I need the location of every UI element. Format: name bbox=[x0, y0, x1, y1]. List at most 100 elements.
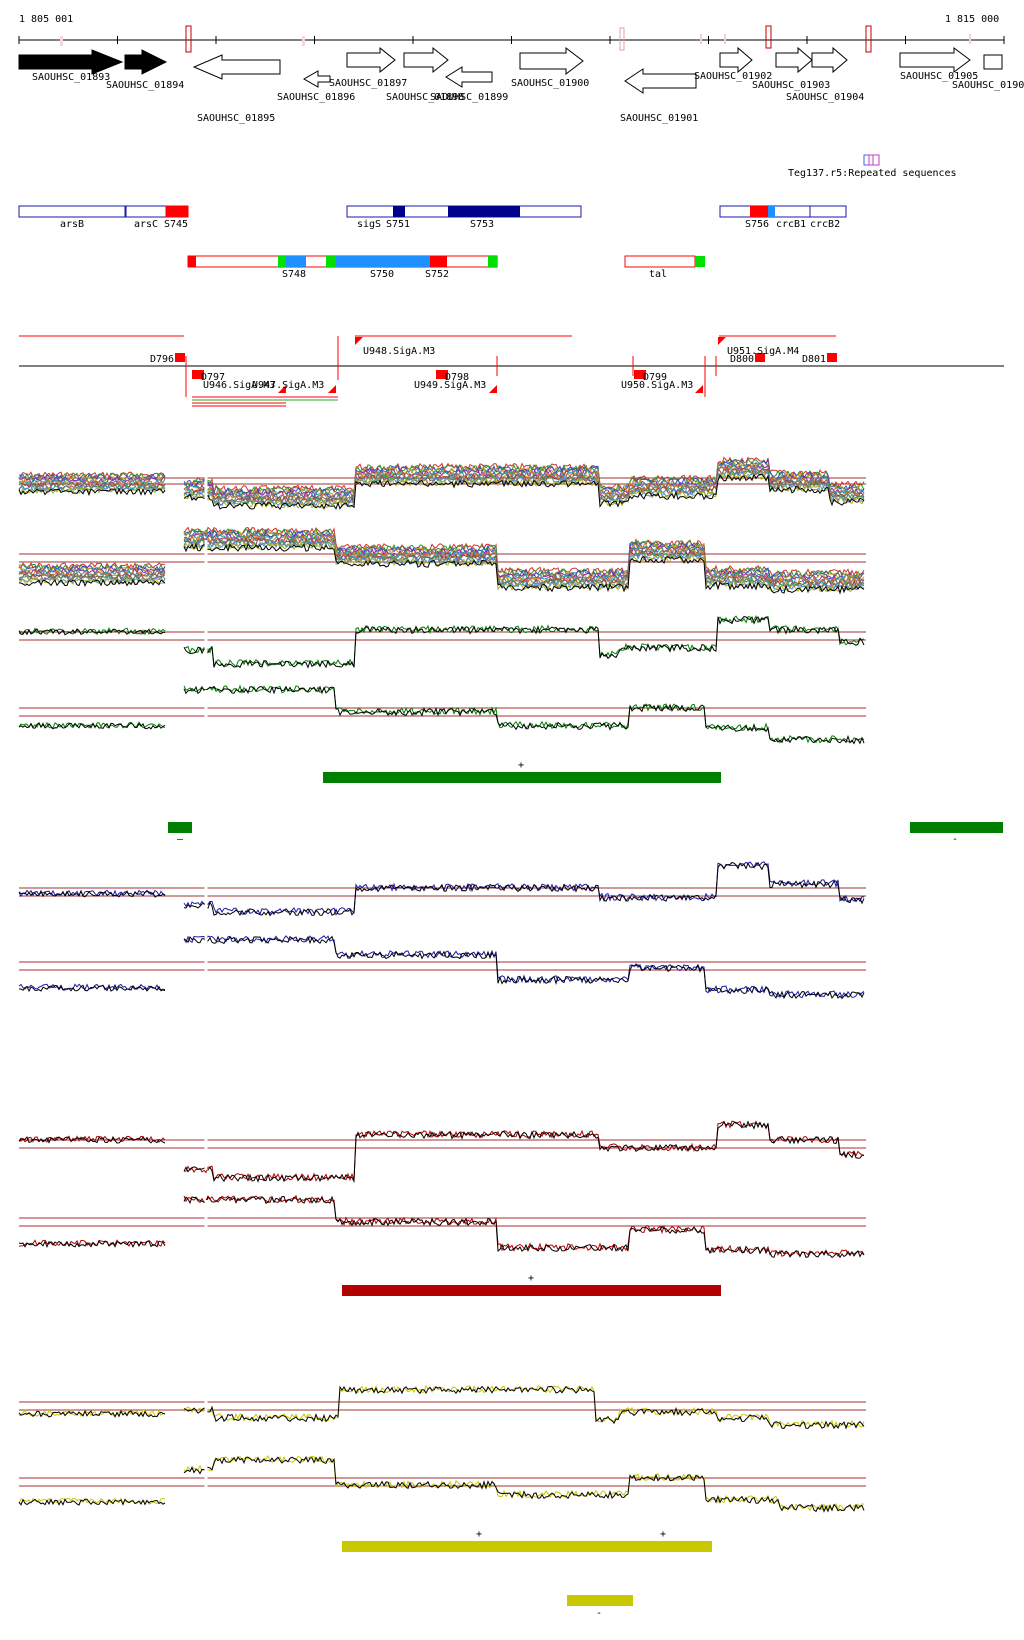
feature-S750[interactable] bbox=[336, 256, 430, 267]
gene-label: SAOUHSC_01903 bbox=[752, 80, 830, 91]
feature-tal[interactable] bbox=[624, 255, 696, 268]
gene-arrow-01897[interactable] bbox=[346, 46, 396, 74]
gene-arrow-01899[interactable] bbox=[445, 66, 493, 88]
segment-D801[interactable] bbox=[827, 353, 837, 362]
segment-D798[interactable] bbox=[436, 370, 448, 379]
red-track-minus bbox=[18, 1194, 866, 1259]
gene-arrow-01903[interactable] bbox=[775, 46, 813, 74]
svg-text:S748: S748 bbox=[282, 269, 306, 280]
green-condition-bars: + – - bbox=[168, 760, 1003, 845]
yellow-track-plus bbox=[18, 1380, 866, 1430]
svg-text:D797: D797 bbox=[201, 372, 225, 383]
svg-text:D800: D800 bbox=[730, 354, 754, 365]
coord-start: 1 805 001 bbox=[19, 14, 73, 25]
gene-label: SAOUHSC_01902 bbox=[694, 71, 772, 82]
gene-arrow-01905[interactable] bbox=[899, 47, 971, 73]
segment-flag bbox=[489, 385, 497, 393]
red-track-plus bbox=[18, 1120, 866, 1183]
svg-text:tal: tal bbox=[649, 269, 667, 280]
gene-arrow-01901[interactable] bbox=[624, 68, 697, 94]
green-track-minus bbox=[18, 684, 866, 745]
svg-text:S745: S745 bbox=[164, 219, 188, 230]
ruler-marker bbox=[765, 25, 772, 49]
strand-mark: + bbox=[660, 1529, 666, 1540]
segment-flag bbox=[718, 337, 726, 345]
yellow-condition-bars: + + - bbox=[342, 1529, 712, 1619]
feature-arsB[interactable] bbox=[18, 205, 126, 218]
coordinate-ruler: 1 805 001 1 815 000 bbox=[18, 14, 1005, 53]
green-segment-bar[interactable] bbox=[910, 822, 1003, 833]
yellow-segment-bar[interactable] bbox=[567, 1595, 633, 1606]
gene-label: SAOUHSC_01904 bbox=[786, 92, 864, 103]
blue-track-minus bbox=[18, 935, 866, 1000]
gene-arrow-01900[interactable] bbox=[519, 46, 584, 76]
gene-arrow-01898[interactable] bbox=[403, 46, 449, 74]
svg-text:S756: S756 bbox=[745, 219, 769, 230]
ruler-marker bbox=[619, 27, 625, 51]
gene-arrow-01904[interactable] bbox=[811, 46, 848, 74]
svg-text:U946.SigA.M3: U946.SigA.M3 bbox=[203, 380, 275, 391]
svg-text:S752: S752 bbox=[425, 269, 449, 280]
svg-text:S750: S750 bbox=[370, 269, 394, 280]
green-track-plus bbox=[18, 614, 866, 669]
yellow-track-minus bbox=[18, 1455, 866, 1513]
svg-text:crcB1: crcB1 bbox=[776, 219, 806, 230]
gene-track: SAOUHSC_01893 SAOUHSC_01894 SAOUHSC_0189… bbox=[18, 46, 1024, 124]
gene-arrow-01893[interactable] bbox=[18, 49, 124, 75]
green-segment-bar[interactable] bbox=[168, 822, 192, 833]
gene-label: SAOUHSC_01906 bbox=[952, 80, 1024, 91]
strand-mark: + bbox=[518, 760, 524, 771]
svg-text:D796: D796 bbox=[150, 354, 174, 365]
segment-flag bbox=[278, 385, 286, 393]
gene-arrow-01894[interactable] bbox=[124, 49, 168, 75]
segment-D800[interactable] bbox=[755, 353, 765, 362]
svg-text:sigS: sigS bbox=[357, 219, 381, 230]
blue-track-plus bbox=[18, 861, 866, 917]
red-segment-bar[interactable] bbox=[342, 1285, 721, 1296]
gene-label: SAOUHSC_01896 bbox=[277, 92, 355, 103]
svg-text:D801: D801 bbox=[802, 354, 826, 365]
svg-text:D798: D798 bbox=[445, 372, 469, 383]
segment-flag bbox=[695, 385, 703, 393]
gene-label: SAOUHSC_01901 bbox=[620, 113, 698, 124]
feature-S751[interactable] bbox=[393, 206, 405, 217]
feature-crcB[interactable] bbox=[719, 205, 847, 218]
svg-text:S751: S751 bbox=[386, 219, 410, 230]
overview-track-plus bbox=[18, 456, 866, 511]
expression-signal-tracks bbox=[18, 456, 866, 1513]
gene-arrow-01895[interactable] bbox=[192, 54, 281, 80]
svg-text:arsB: arsB bbox=[60, 219, 84, 230]
segment-D799[interactable] bbox=[634, 370, 646, 379]
coord-end: 1 815 000 bbox=[945, 14, 999, 25]
feature-S753[interactable] bbox=[448, 206, 520, 217]
overview-track-minus bbox=[18, 526, 866, 595]
gene-label: SAOUHSC_01899 bbox=[430, 92, 508, 103]
gene-label: SAOUHSC_01898 bbox=[386, 92, 464, 103]
gene-arrow-01902[interactable] bbox=[719, 46, 753, 74]
strand-mark: + bbox=[476, 1529, 482, 1540]
svg-text:U948.SigA.M3: U948.SigA.M3 bbox=[363, 346, 435, 357]
ruler-marker bbox=[865, 25, 872, 53]
feature-S756[interactable] bbox=[750, 206, 768, 217]
yellow-segment-bar[interactable] bbox=[342, 1541, 712, 1552]
feature-arsC[interactable] bbox=[125, 205, 167, 218]
red-condition-bars: + bbox=[342, 1273, 721, 1296]
strand-mark: + bbox=[528, 1273, 534, 1284]
gene-label: SAOUHSC_01900 bbox=[511, 78, 589, 89]
ruler-ticks bbox=[18, 36, 1005, 44]
repeat-feature[interactable]: Teg137.r5:Repeated sequences bbox=[788, 154, 957, 179]
segment-D797[interactable] bbox=[192, 370, 204, 379]
segment-D796[interactable] bbox=[175, 353, 185, 362]
feature-S748[interactable] bbox=[286, 256, 306, 267]
feature-S752[interactable] bbox=[430, 256, 447, 267]
segment-flag bbox=[328, 385, 336, 393]
feature-S745[interactable] bbox=[165, 205, 189, 218]
gene-arrow-01906[interactable] bbox=[983, 54, 1003, 70]
gene-arrow-01896[interactable] bbox=[302, 70, 331, 88]
svg-text:–: – bbox=[177, 834, 184, 845]
repeat-label: Teg137.r5:Repeated sequences bbox=[788, 168, 957, 179]
annotation-row-1: arsB arsC S745 sigS S751 S753 S756 crcB1… bbox=[18, 205, 847, 230]
svg-text:D799: D799 bbox=[643, 372, 667, 383]
green-segment-bar[interactable] bbox=[323, 772, 721, 783]
gene-label: SAOUHSC_01897 bbox=[329, 78, 407, 89]
